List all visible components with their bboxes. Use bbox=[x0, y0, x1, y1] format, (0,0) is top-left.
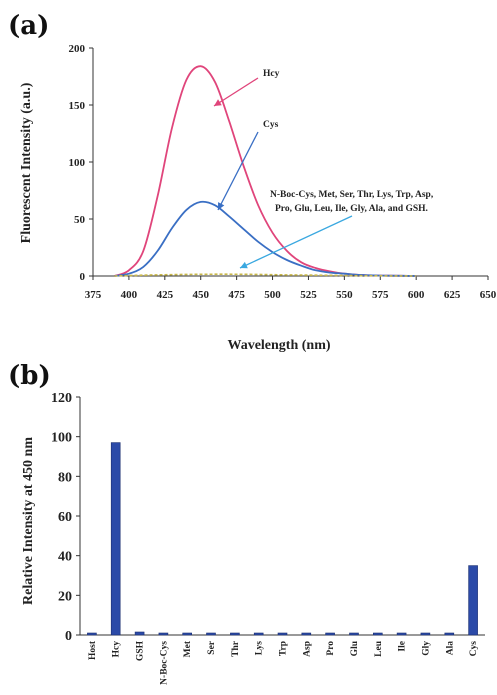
category-label: Glu bbox=[350, 640, 360, 656]
y-tick-label: 200 bbox=[69, 43, 86, 55]
arrow-cys bbox=[217, 131, 259, 211]
bar-n-boc-cys bbox=[158, 632, 169, 636]
panel-a-x-axis-title: Wavelength (nm) bbox=[227, 338, 330, 353]
category-label: Host bbox=[88, 640, 98, 660]
bar-ser bbox=[206, 632, 216, 636]
category-label: Ala bbox=[445, 641, 455, 656]
x-tick-label: 625 bbox=[444, 289, 461, 301]
y-tick-label: 20 bbox=[58, 589, 72, 604]
arrow-others-head bbox=[240, 261, 248, 269]
arrow-hcy bbox=[213, 77, 259, 107]
category-label: Pro bbox=[326, 641, 336, 656]
bar-leu bbox=[372, 632, 383, 636]
bar-ile bbox=[396, 632, 407, 636]
panel-a-label: (a) bbox=[8, 11, 49, 41]
x-tick-label: 550 bbox=[336, 289, 353, 301]
category-label: GSH bbox=[136, 640, 146, 661]
bar-trp bbox=[277, 632, 288, 636]
y-tick-label: 0 bbox=[80, 271, 86, 283]
bar-gsh bbox=[134, 631, 145, 636]
x-tick-label: 450 bbox=[192, 289, 209, 301]
x-tick-label: 525 bbox=[300, 289, 317, 301]
panel-b-y-axis-title: Relative Intensity at 450 nm bbox=[21, 437, 36, 605]
annotation-others-line1: N-Boc-Cys, Met, Ser, Thr, Lys, Trp, Asp, bbox=[270, 190, 434, 200]
panel-a-y-axis-title: Fluorescent Intensity (a.u.) bbox=[19, 82, 34, 243]
category-label: Thr bbox=[231, 640, 241, 657]
bar-met bbox=[182, 632, 192, 636]
x-tick-label: 425 bbox=[157, 289, 174, 301]
x-tick-label: 475 bbox=[228, 289, 245, 301]
bar-asp bbox=[301, 632, 312, 636]
y-tick-label: 150 bbox=[69, 100, 86, 112]
y-tick-label: 120 bbox=[51, 391, 72, 406]
bar-glu bbox=[349, 632, 359, 636]
y-tick-label: 100 bbox=[69, 157, 86, 169]
y-tick-label: 60 bbox=[58, 510, 72, 525]
category-label: Ser bbox=[207, 640, 217, 655]
y-tick-label: 40 bbox=[58, 550, 72, 565]
bar-ala bbox=[444, 632, 455, 636]
category-label: N-Boc-Cys bbox=[159, 641, 169, 685]
bar-pro bbox=[325, 632, 335, 636]
bar-cys bbox=[468, 565, 478, 636]
panel-b-label: (b) bbox=[8, 361, 51, 391]
arrow-hcy-head bbox=[214, 99, 222, 106]
bar-hcy bbox=[110, 442, 121, 636]
annotation-cys: Cys bbox=[263, 120, 279, 130]
arrow-others bbox=[239, 215, 353, 269]
arrow-cys-head bbox=[218, 202, 225, 210]
category-label: Lys bbox=[255, 641, 265, 656]
bar-gly bbox=[420, 632, 431, 636]
x-tick-label: 500 bbox=[264, 289, 281, 301]
panel-a-line-chart: (a) Fluorescent Intensity (a.u.) Wavelen… bbox=[8, 11, 497, 353]
category-label: Gly bbox=[421, 641, 431, 656]
category-label: Hcy bbox=[112, 641, 122, 658]
category-label: Ile bbox=[398, 641, 408, 652]
bar-thr bbox=[230, 632, 240, 636]
category-label: Asp bbox=[302, 641, 312, 657]
category-label: Leu bbox=[374, 640, 384, 657]
x-tick-label: 650 bbox=[480, 289, 497, 301]
y-tick-label: 0 bbox=[65, 629, 72, 644]
category-label: Met bbox=[183, 640, 193, 657]
y-tick-label: 50 bbox=[74, 214, 86, 226]
series-line-0 bbox=[114, 65, 417, 277]
annotation-others-line2: Pro, Glu, Leu, Ile, Gly, Ala, and GSH. bbox=[275, 204, 428, 214]
y-tick-label: 100 bbox=[51, 431, 72, 446]
series-line-2 bbox=[114, 273, 417, 277]
category-label: Trp bbox=[279, 641, 289, 656]
x-tick-label: 400 bbox=[121, 289, 138, 301]
y-tick-label: 80 bbox=[58, 470, 72, 485]
x-tick-label: 600 bbox=[408, 289, 425, 301]
annotation-hcy: Hcy bbox=[263, 69, 280, 79]
bar-lys bbox=[253, 632, 264, 636]
bar-host bbox=[87, 632, 97, 636]
category-label: Cys bbox=[469, 641, 479, 657]
x-tick-label: 575 bbox=[372, 289, 389, 301]
x-tick-label: 375 bbox=[85, 289, 102, 301]
panel-b-bar-chart: (b) Relative Intensity at 450 nm 0 20 40 60… bbox=[8, 361, 485, 685]
